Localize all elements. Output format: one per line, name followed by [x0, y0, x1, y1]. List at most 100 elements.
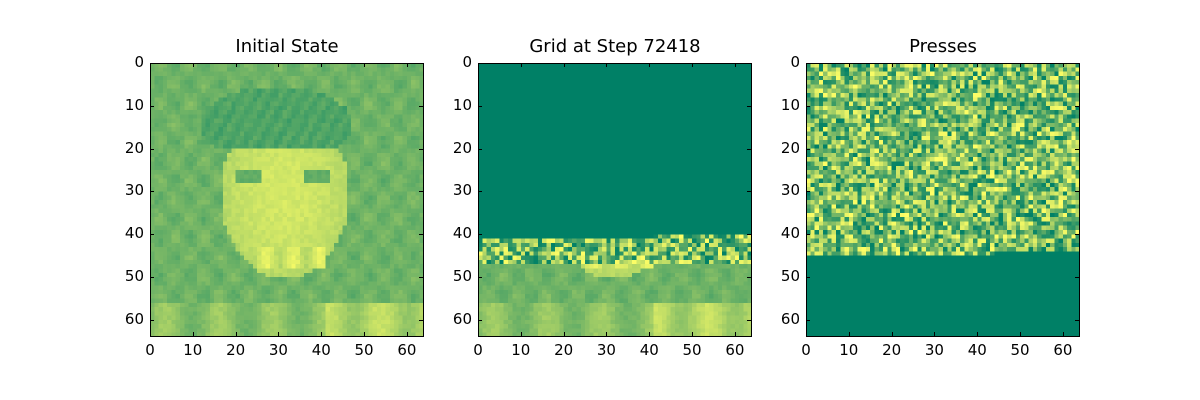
y-tick-mark — [419, 191, 423, 193]
y-tick-mark — [419, 319, 423, 321]
y-tick-mark — [747, 191, 751, 193]
y-tick-mark — [747, 105, 751, 107]
y-tick-mark — [419, 105, 423, 107]
chart-title: Initial State — [235, 36, 339, 57]
x-tick-mark — [192, 63, 194, 67]
x-tick-mark — [150, 332, 151, 336]
x-tick-mark — [192, 332, 194, 336]
y-tick-label: 60 — [452, 309, 472, 328]
x-tick-label: 20 — [882, 341, 902, 359]
x-tick-mark — [278, 63, 280, 67]
x-tick-mark — [364, 332, 366, 336]
x-tick-mark — [364, 63, 366, 67]
x-tick-mark — [278, 332, 280, 336]
x-tick-label: 0 — [145, 341, 155, 359]
x-tick-mark — [606, 332, 608, 336]
x-tick-label: 10 — [183, 341, 203, 359]
y-tick-label: 0 — [462, 53, 472, 71]
chart-title: Presses — [909, 36, 977, 57]
y-tick-mark — [1075, 105, 1079, 107]
y-tick-label: 0 — [134, 53, 144, 71]
x-tick-label: 30 — [268, 341, 288, 359]
x-tick-mark — [321, 332, 323, 336]
x-tick-label: 40 — [311, 341, 331, 359]
y-tick-mark — [478, 277, 482, 279]
y-tick-mark — [1075, 234, 1079, 236]
y-tick-mark — [478, 191, 482, 193]
x-tick-mark — [806, 63, 807, 67]
y-tick-mark — [1075, 277, 1079, 279]
y-tick-mark — [806, 319, 810, 321]
x-tick-label: 20 — [226, 341, 246, 359]
x-tick-label: 40 — [967, 341, 987, 359]
y-tick-mark — [1075, 63, 1079, 64]
y-tick-mark — [478, 234, 482, 236]
y-tick-mark — [150, 191, 154, 193]
y-tick-mark — [806, 234, 810, 236]
x-tick-mark — [235, 332, 237, 336]
y-tick-label: 30 — [124, 181, 144, 200]
x-tick-mark — [606, 63, 608, 67]
y-tick-label: 30 — [780, 181, 800, 200]
x-tick-label: 40 — [639, 341, 659, 359]
x-tick-mark — [406, 63, 408, 67]
y-tick-mark — [806, 105, 810, 107]
y-tick-mark — [150, 63, 154, 64]
y-tick-label: 10 — [780, 95, 800, 114]
y-tick-label: 10 — [452, 95, 472, 114]
x-tick-mark — [1062, 63, 1064, 67]
x-tick-mark — [977, 63, 979, 67]
y-tick-mark — [1075, 148, 1079, 150]
y-tick-label: 60 — [780, 309, 800, 328]
plot-frame — [150, 63, 424, 337]
x-tick-label: 30 — [596, 341, 616, 359]
y-tick-mark — [806, 191, 810, 193]
plot-frame — [478, 63, 752, 337]
x-tick-mark — [848, 332, 850, 336]
y-tick-mark — [150, 234, 154, 236]
x-tick-mark — [649, 63, 651, 67]
x-tick-mark — [891, 63, 893, 67]
x-tick-mark — [977, 332, 979, 336]
y-tick-mark — [419, 277, 423, 279]
x-tick-label: 60 — [1053, 341, 1073, 359]
x-tick-label: 60 — [397, 341, 417, 359]
x-tick-mark — [806, 332, 807, 336]
x-tick-label: 50 — [354, 341, 374, 359]
y-tick-label: 50 — [124, 267, 144, 286]
x-tick-mark — [1062, 332, 1064, 336]
y-tick-label: 30 — [452, 181, 472, 200]
x-tick-mark — [692, 332, 694, 336]
y-tick-mark — [747, 319, 751, 321]
y-tick-mark — [478, 148, 482, 150]
y-tick-mark — [478, 105, 482, 107]
y-tick-mark — [478, 63, 482, 64]
chart-title: Grid at Step 72418 — [529, 36, 701, 57]
x-tick-mark — [406, 332, 408, 336]
y-tick-label: 20 — [124, 138, 144, 157]
x-tick-mark — [150, 63, 151, 67]
y-tick-label: 40 — [452, 224, 472, 243]
y-tick-mark — [747, 148, 751, 150]
y-tick-mark — [150, 277, 154, 279]
x-tick-mark — [563, 63, 565, 67]
y-tick-label: 60 — [124, 309, 144, 328]
x-tick-mark — [478, 63, 479, 67]
y-tick-label: 20 — [452, 138, 472, 157]
plot-frame — [806, 63, 1080, 337]
x-tick-mark — [520, 332, 522, 336]
x-tick-mark — [321, 63, 323, 67]
x-tick-mark — [478, 332, 479, 336]
y-tick-label: 40 — [124, 224, 144, 243]
x-tick-mark — [848, 63, 850, 67]
y-tick-label: 10 — [124, 95, 144, 114]
x-tick-label: 0 — [801, 341, 811, 359]
y-tick-label: 50 — [452, 267, 472, 286]
x-tick-mark — [235, 63, 237, 67]
x-tick-mark — [734, 332, 736, 336]
y-tick-mark — [806, 63, 810, 64]
y-tick-mark — [747, 63, 751, 64]
panel-grid-step: Grid at Step 72418 0 10 20 30 40 50 60 0 10 20 30 4… — [453, 36, 752, 359]
y-tick-mark — [747, 234, 751, 236]
